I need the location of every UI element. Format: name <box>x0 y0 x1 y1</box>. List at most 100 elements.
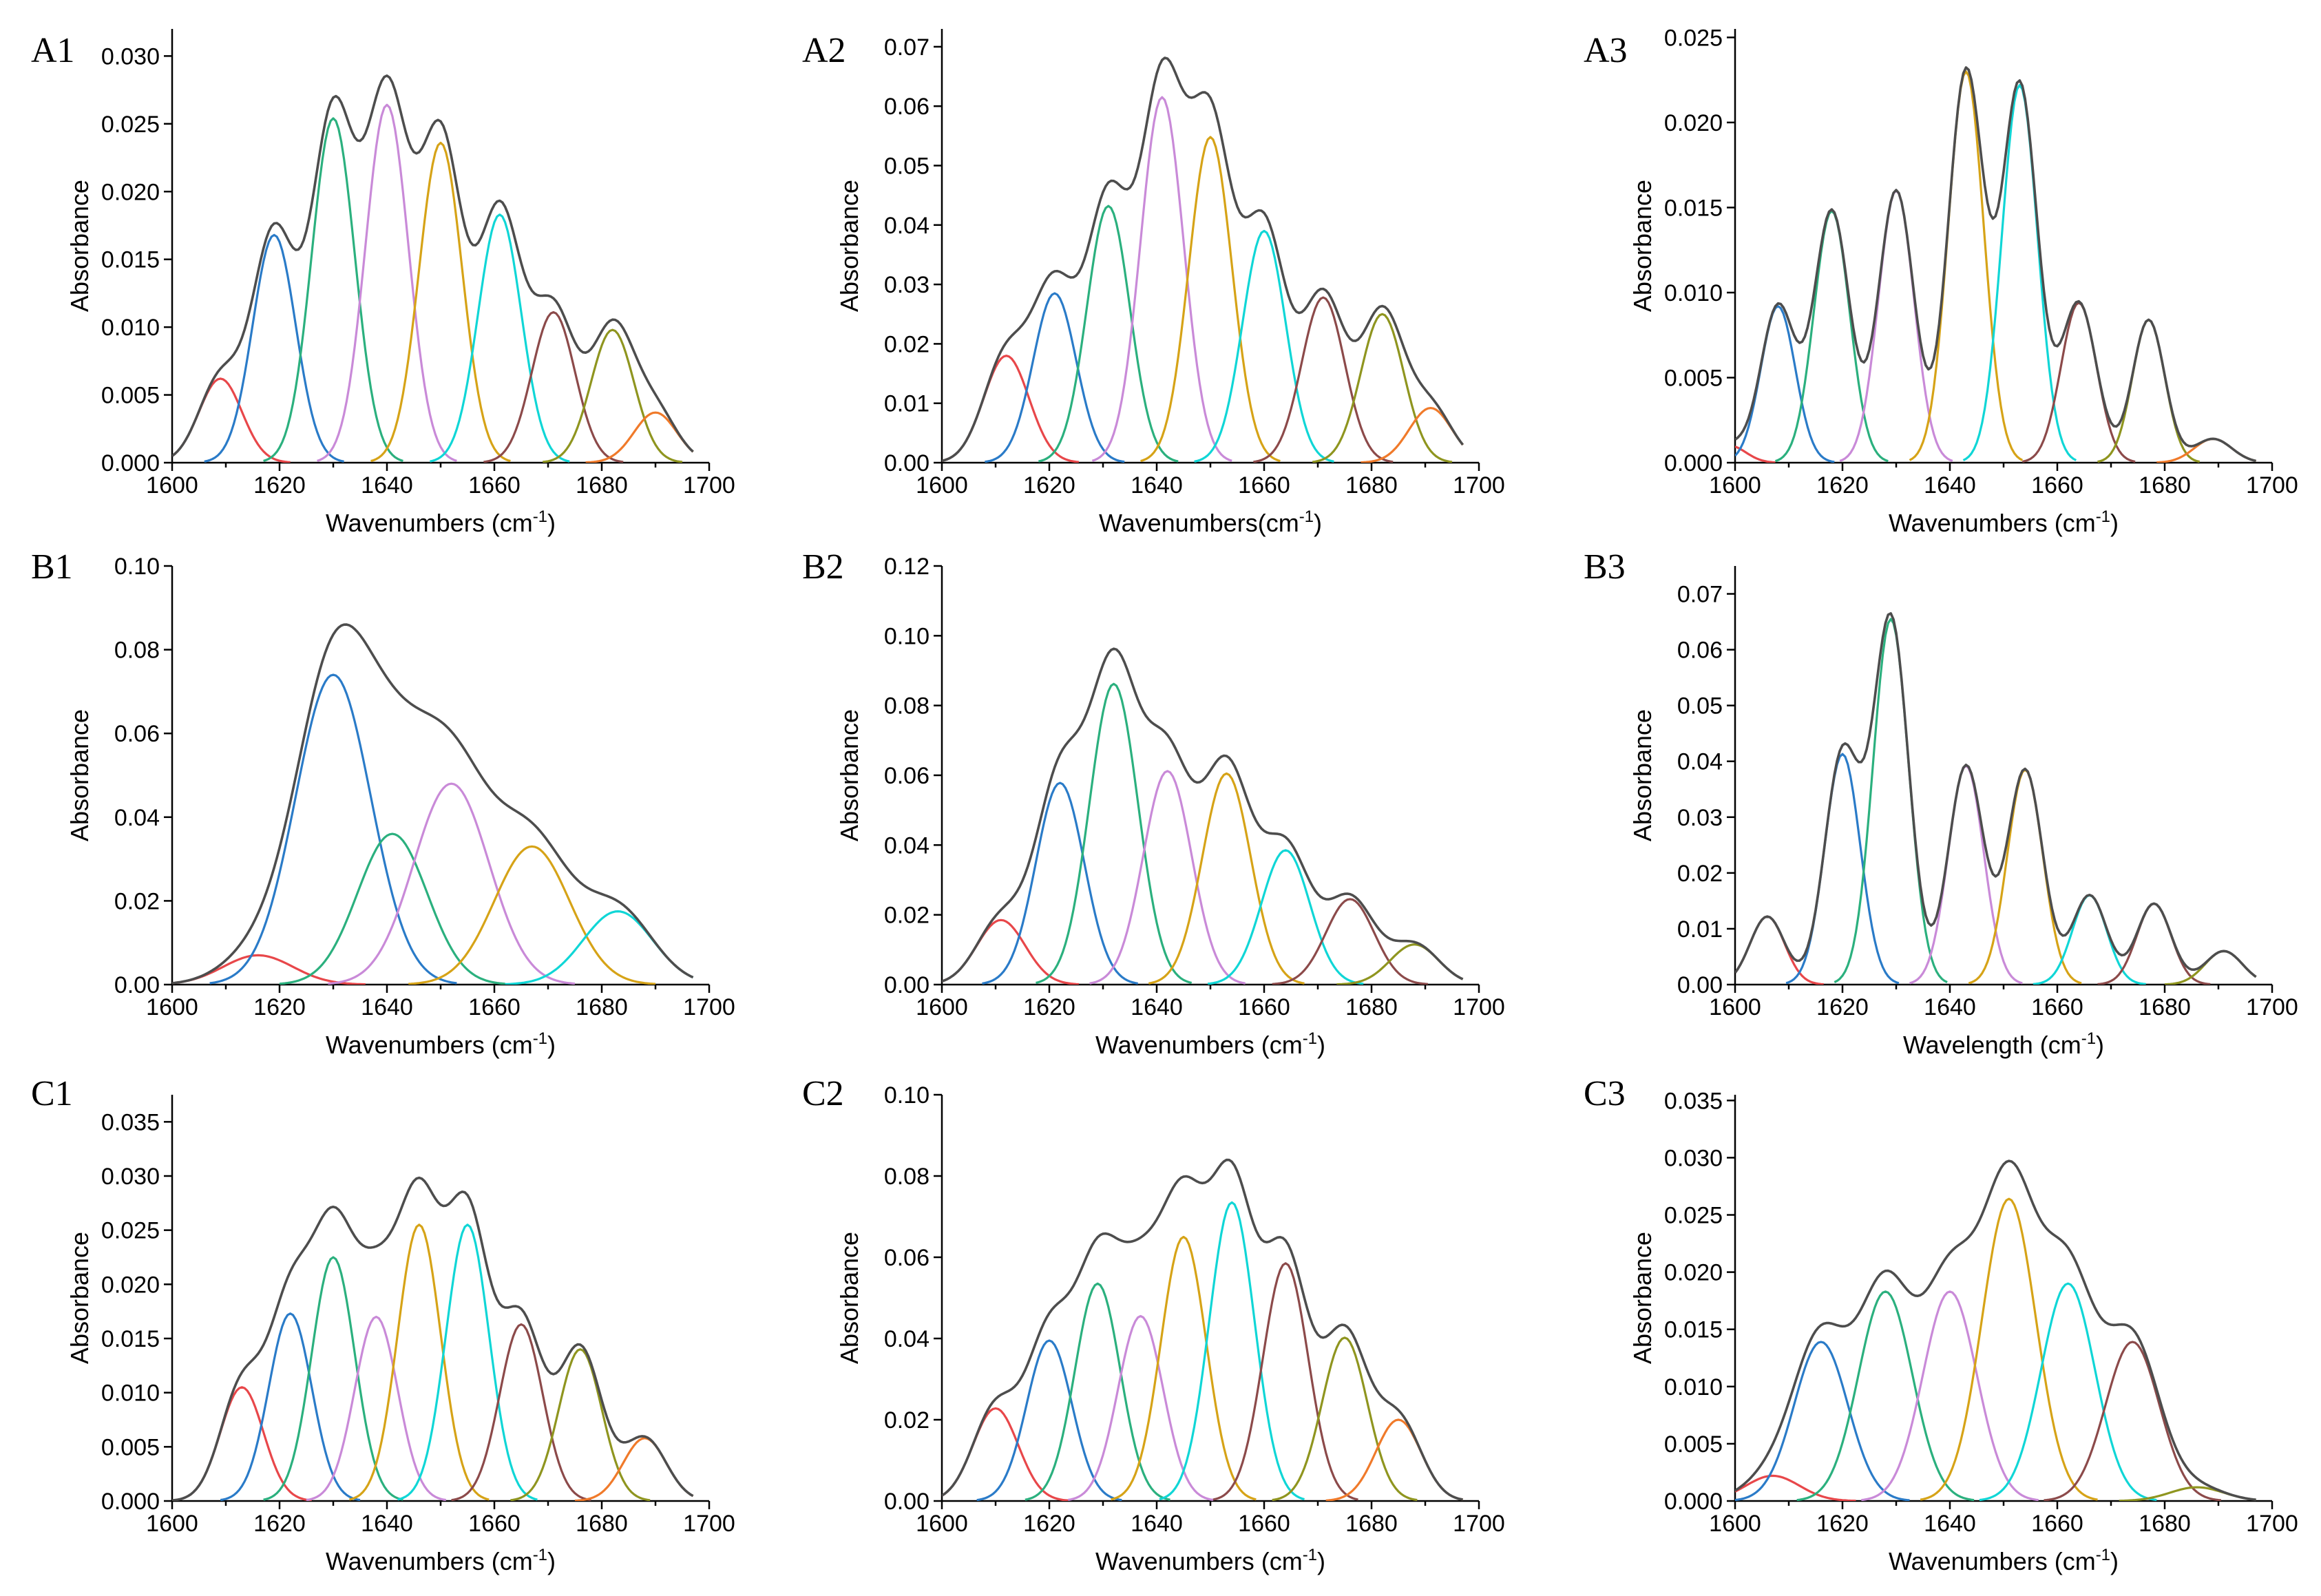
peak-curve <box>510 1348 651 1501</box>
y-tick-label: 0.06 <box>1677 638 1723 664</box>
y-tick-label: 0.08 <box>884 693 930 720</box>
y-tick-label: 0.030 <box>101 1164 160 1190</box>
y-tick-label: 0.005 <box>101 383 160 409</box>
x-axis-title-main: Wavenumbers (cm <box>1889 1547 2096 1575</box>
y-tick-label: 0.025 <box>1664 1203 1723 1229</box>
peak-curve <box>1159 1201 1305 1501</box>
peak-curve <box>483 311 624 463</box>
x-axis-title-sup: -1 <box>1303 1546 1317 1564</box>
y-tick-label: 0.025 <box>101 1218 160 1244</box>
y-axis-title: Absorbance <box>1628 180 1657 312</box>
x-axis-title: Wavenumbers (cm-1) <box>1889 1546 2119 1575</box>
y-tick-label: 0.01 <box>884 391 930 417</box>
chart-C1: C1 0.000 0.005 0.010 0.015 0.020 0.025 0.030 0.0… <box>31 1074 735 1575</box>
x-tick-label: 1660 <box>1238 1511 1290 1537</box>
y-tick-label: 0.02 <box>1677 861 1723 887</box>
y-tick-label: 0.030 <box>1664 1145 1723 1171</box>
x-tick-label: 1680 <box>1345 994 1398 1020</box>
y-tick-label: 0.005 <box>101 1434 160 1460</box>
x-tick-label: 1700 <box>1453 472 1505 498</box>
peak-curve <box>1834 618 1948 984</box>
envelope-curve <box>172 623 694 985</box>
x-axis-title: Wavenumbers (cm-1) <box>1095 1029 1325 1059</box>
peak-curve <box>1839 189 1953 462</box>
y-tick-label: 0.01 <box>1677 916 1723 943</box>
y-tick-label: 0.06 <box>884 1245 930 1271</box>
x-tick-label: 1620 <box>1023 994 1075 1020</box>
peak-curve <box>451 1323 591 1501</box>
x-axis-title-end: ) <box>1314 509 1322 537</box>
peak-curve <box>1312 313 1453 463</box>
x-tick-label: 1700 <box>683 1511 735 1537</box>
peak-curve <box>306 1315 447 1501</box>
x-axis-title-end: ) <box>1317 1031 1325 1059</box>
peak-curve <box>1036 682 1193 985</box>
x-axis-title-main: Wavenumbers (cm <box>326 1547 533 1575</box>
x-axis-title: Wavenumbers (cm-1) <box>326 1029 556 1059</box>
curve-group <box>1735 66 2257 463</box>
y-tick-label: 0.00 <box>114 972 160 998</box>
x-axis-title-sup: -1 <box>1299 507 1314 526</box>
y-tick-label: 0.06 <box>884 94 930 120</box>
peak-curve <box>1068 1314 1214 1501</box>
y-tick-label: 0.10 <box>884 623 930 649</box>
x-tick-label: 1600 <box>146 1511 198 1537</box>
y-tick-label: 0.020 <box>101 1272 160 1298</box>
x-tick-label: 1700 <box>683 994 735 1020</box>
x-tick-label: 1600 <box>916 994 968 1020</box>
peak-curve <box>1735 1341 1910 1501</box>
peak-curve <box>1920 1197 2098 1501</box>
y-tick-label: 0.02 <box>884 903 930 929</box>
chart-B1: B1 0.00 0.02 0.04 0.06 0.08 0.10 1600 1620 1640 16… <box>31 547 735 1059</box>
y-tick-label: 0.00 <box>884 1489 930 1515</box>
x-tick-label: 1620 <box>1816 994 1869 1020</box>
peak-curve <box>328 782 576 985</box>
x-axis-title: Wavelength (cm-1) <box>1903 1029 2104 1059</box>
peak-curve <box>1909 70 2024 461</box>
y-tick-label: 0.03 <box>1677 805 1723 831</box>
curve-group <box>172 1176 694 1501</box>
y-axis-title: Absorbance <box>835 709 863 841</box>
y-tick-label: 0.025 <box>101 112 160 138</box>
y-tick-label: 0.06 <box>114 721 160 747</box>
x-tick-label: 1600 <box>916 472 968 498</box>
peak-curve <box>263 117 403 463</box>
y-tick-label: 0.04 <box>884 213 930 239</box>
x-tick-label: 1660 <box>1238 472 1290 498</box>
y-axis-title: Absorbance <box>1628 1232 1657 1364</box>
x-axis-title-main: Wavelength (cm <box>1903 1031 2081 1059</box>
peak-curve <box>408 845 656 985</box>
chart-A3: A3 0.000 0.005 0.010 0.015 0.020 0.025 1600 1620… <box>1584 25 2298 537</box>
peak-curve <box>1140 136 1281 463</box>
peak-curve <box>1962 83 2077 461</box>
x-tick-label: 1600 <box>1709 1511 1761 1537</box>
x-tick-label: 1640 <box>1924 472 1976 498</box>
y-tick-label: 0.10 <box>884 1082 930 1109</box>
y-tick-label: 0.08 <box>114 638 160 664</box>
x-tick-label: 1620 <box>253 472 306 498</box>
x-tick-label: 1640 <box>1131 1511 1183 1537</box>
y-tick-label: 0.000 <box>1664 1489 1723 1515</box>
peak-curve <box>1038 204 1179 463</box>
x-axis-title-sup: -1 <box>2096 507 2110 526</box>
x-tick-label: 1660 <box>468 472 521 498</box>
x-tick-label: 1680 <box>576 472 628 498</box>
chart-C2: C2 0.00 0.02 0.04 0.06 0.08 0.10 1600 1620 1640 16… <box>802 1074 1505 1575</box>
curve-group <box>1735 1159 2256 1501</box>
x-tick-label: 1700 <box>2246 1511 2298 1537</box>
x-tick-label: 1680 <box>2139 994 2191 1020</box>
peak-curve <box>1861 1290 2039 1501</box>
peak-curve <box>982 781 1138 985</box>
envelope-curve <box>942 1158 1463 1501</box>
peak-curve <box>370 141 511 463</box>
peak-curve <box>172 1386 313 1501</box>
x-tick-label: 1700 <box>2246 994 2298 1020</box>
x-tick-label: 1600 <box>146 472 198 498</box>
peak-curve <box>542 328 683 463</box>
x-axis-title-end: ) <box>2110 509 2119 537</box>
x-tick-label: 1680 <box>2139 472 2191 498</box>
x-tick-label: 1640 <box>1131 472 1183 498</box>
peak-curve <box>1111 1235 1257 1501</box>
y-tick-label: 0.00 <box>884 972 930 998</box>
peak-curve <box>942 918 1079 985</box>
